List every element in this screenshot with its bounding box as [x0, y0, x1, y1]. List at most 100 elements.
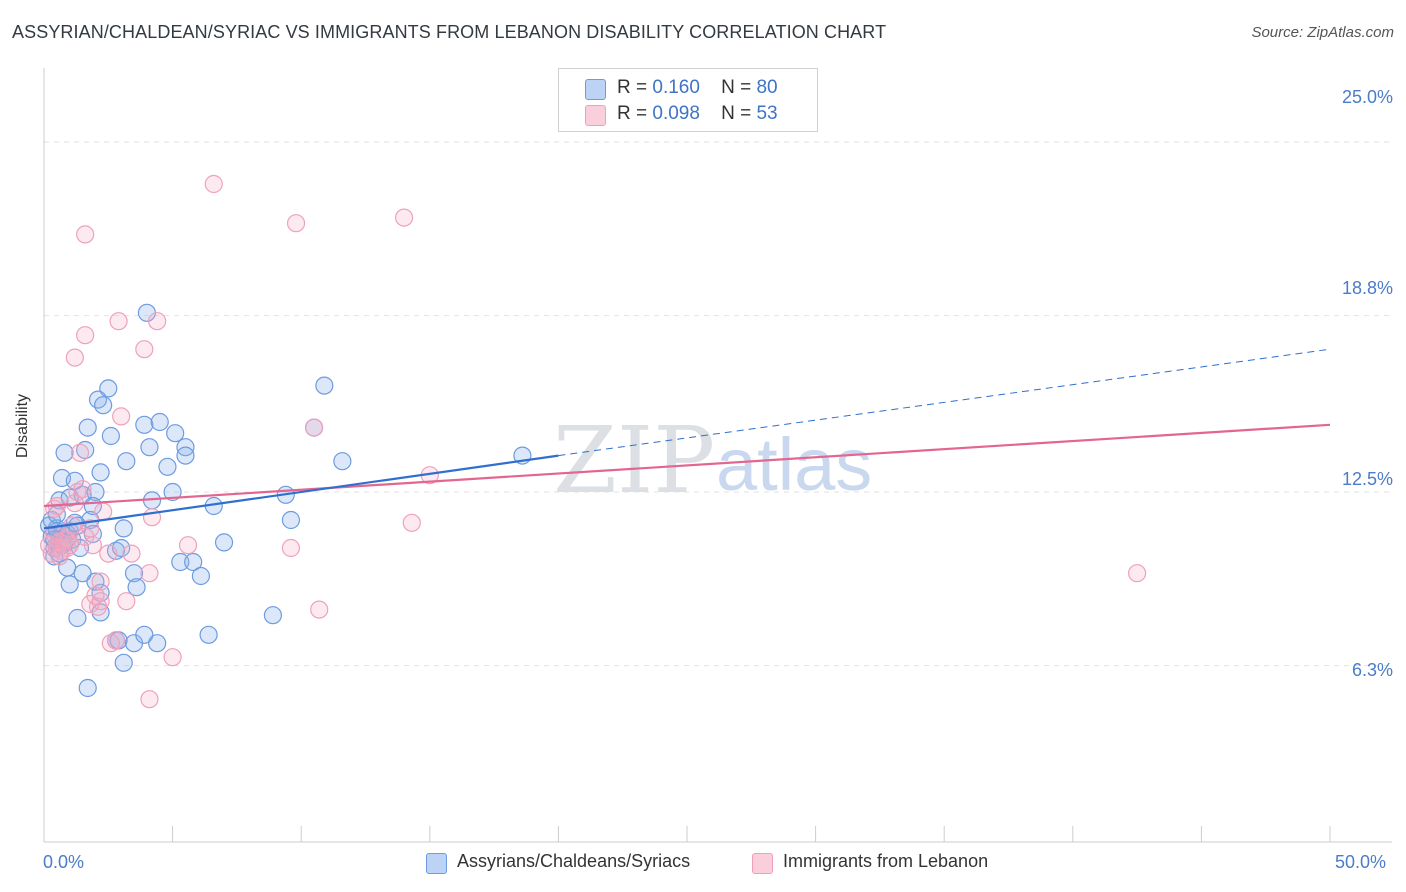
point-assyrians-64 — [135, 625, 154, 644]
watermark-zip: ZIP — [553, 407, 715, 514]
legend-swatch-blue — [585, 79, 606, 100]
point-assyrians-38 — [158, 457, 177, 476]
gridlines — [44, 141, 1392, 667]
y-tick-label-6-3: 6.3% — [1351, 660, 1393, 680]
point-lebanon-42 — [402, 513, 421, 532]
trend-lines — [43, 348, 1331, 530]
point-assyrians-73 — [42, 510, 61, 530]
point-assyrians-49 — [263, 606, 283, 625]
point-assyrians-20 — [78, 418, 97, 437]
point-assyrians-15 — [55, 443, 74, 462]
point-lebanon-41 — [394, 208, 414, 227]
legend-n-value: 53 — [756, 103, 778, 124]
source-label: Source: ZipAtlas.com — [1251, 24, 1394, 41]
point-assyrians-51 — [281, 510, 301, 530]
point-lebanon-24 — [117, 592, 136, 611]
point-assyrians-29 — [117, 452, 136, 471]
point-assyrians-52 — [315, 376, 334, 395]
point-assyrians-19 — [76, 440, 95, 460]
point-assyrians-40 — [166, 424, 185, 443]
point-lebanon-18 — [91, 572, 110, 591]
point-assyrians-32 — [127, 578, 146, 597]
point-assyrians-65 — [148, 634, 167, 653]
point-assyrians-77 — [94, 396, 113, 415]
point-lebanon-45 — [140, 690, 159, 709]
point-assyrians-45 — [191, 566, 210, 586]
point-assyrians-61 — [114, 653, 133, 672]
legend-n-label: N = — [721, 103, 752, 124]
point-lebanon-31 — [148, 312, 167, 331]
correlation-legend: R = 0.160 N = 80 R = 0.098 N = 53 — [558, 68, 818, 132]
point-lebanon-26 — [65, 348, 84, 367]
legend-r-value: 0.160 — [652, 77, 700, 98]
legend-r-label: R = — [617, 77, 648, 98]
legend-swatch-pink — [585, 105, 606, 126]
legend-r-value: 0.098 — [652, 103, 700, 124]
point-assyrians-25 — [91, 463, 110, 482]
point-assyrians-33 — [135, 415, 154, 434]
point-assyrians-30 — [114, 519, 133, 538]
point-lebanon-39 — [304, 418, 324, 437]
point-assyrians-57 — [78, 678, 97, 698]
point-lebanon-35 — [178, 536, 198, 555]
legend-label-assyrians: Assyrians/Chaldeans/Syriacs — [457, 851, 691, 871]
point-lebanon-20 — [99, 544, 118, 563]
point-lebanon-50 — [58, 530, 77, 549]
chart-title: ASSYRIAN/CHALDEAN/SYRIAC VS IMMIGRANTS F… — [12, 22, 887, 42]
point-assyrians-24 — [88, 390, 108, 409]
point-lebanon-11 — [68, 482, 87, 502]
trend-line-assyrians — [43, 454, 559, 530]
point-assyrians-54 — [333, 452, 352, 471]
point-lebanon-30 — [135, 340, 154, 359]
point-lebanon-49 — [50, 547, 69, 566]
legend-label-lebanon: Immigrants from Lebanon — [783, 851, 989, 871]
legend-swatch-pink — [752, 853, 773, 874]
point-lebanon-23 — [112, 407, 131, 426]
y-tick-label-18-8: 18.8% — [1341, 278, 1393, 298]
legend-r-label: R = — [617, 103, 648, 124]
x-tick-label-50: 50.0% — [1335, 852, 1387, 872]
point-lebanon-40 — [310, 600, 329, 619]
point-assyrians-34 — [140, 438, 159, 457]
point-lebanon-25 — [122, 544, 141, 563]
point-lebanon-37 — [281, 538, 301, 558]
point-lebanon-38 — [286, 214, 306, 233]
y-axis-label: Disability — [14, 393, 31, 458]
point-assyrians-41 — [171, 552, 190, 572]
point-lebanon-19 — [94, 502, 113, 521]
point-lebanon-44 — [1127, 564, 1147, 583]
point-lebanon-47 — [91, 592, 110, 611]
point-lebanon-29 — [109, 312, 128, 331]
watermark: ZIP atlas — [553, 407, 872, 514]
point-lebanon-21 — [101, 634, 120, 653]
point-assyrians-39 — [163, 482, 182, 502]
point-lebanon-34 — [163, 648, 182, 667]
point-assyrians-26 — [99, 379, 118, 398]
x-tick-label-0: 0.0% — [43, 852, 85, 872]
point-assyrians-37 — [150, 412, 169, 432]
point-lebanon-12 — [73, 480, 92, 499]
point-assyrians-44 — [184, 552, 203, 572]
point-lebanon-28 — [76, 225, 95, 244]
point-assyrians-43 — [176, 446, 195, 465]
point-assyrians-31 — [124, 564, 144, 583]
point-lebanon-15 — [83, 536, 102, 555]
legend-swatch-blue — [426, 853, 447, 874]
point-assyrians-27 — [101, 426, 120, 446]
point-assyrians-46 — [199, 625, 218, 644]
y-tick-label-12-5: 12.5% — [1341, 469, 1393, 489]
point-assyrians-66 — [86, 572, 105, 591]
point-lebanon-36 — [204, 174, 223, 194]
point-assyrians-56 — [68, 608, 87, 628]
legend-n-value: 80 — [756, 77, 778, 98]
point-lebanon-51 — [70, 443, 90, 462]
axes — [43, 68, 1392, 843]
point-lebanon-27 — [76, 326, 95, 345]
point-lebanon-22 — [106, 631, 126, 650]
point-assyrians-48 — [214, 533, 234, 552]
legend-n-label: N = — [721, 77, 752, 98]
point-assyrians-68 — [60, 575, 79, 594]
point-lebanon-46 — [81, 594, 100, 614]
trend-line-lebanon — [43, 423, 1331, 508]
